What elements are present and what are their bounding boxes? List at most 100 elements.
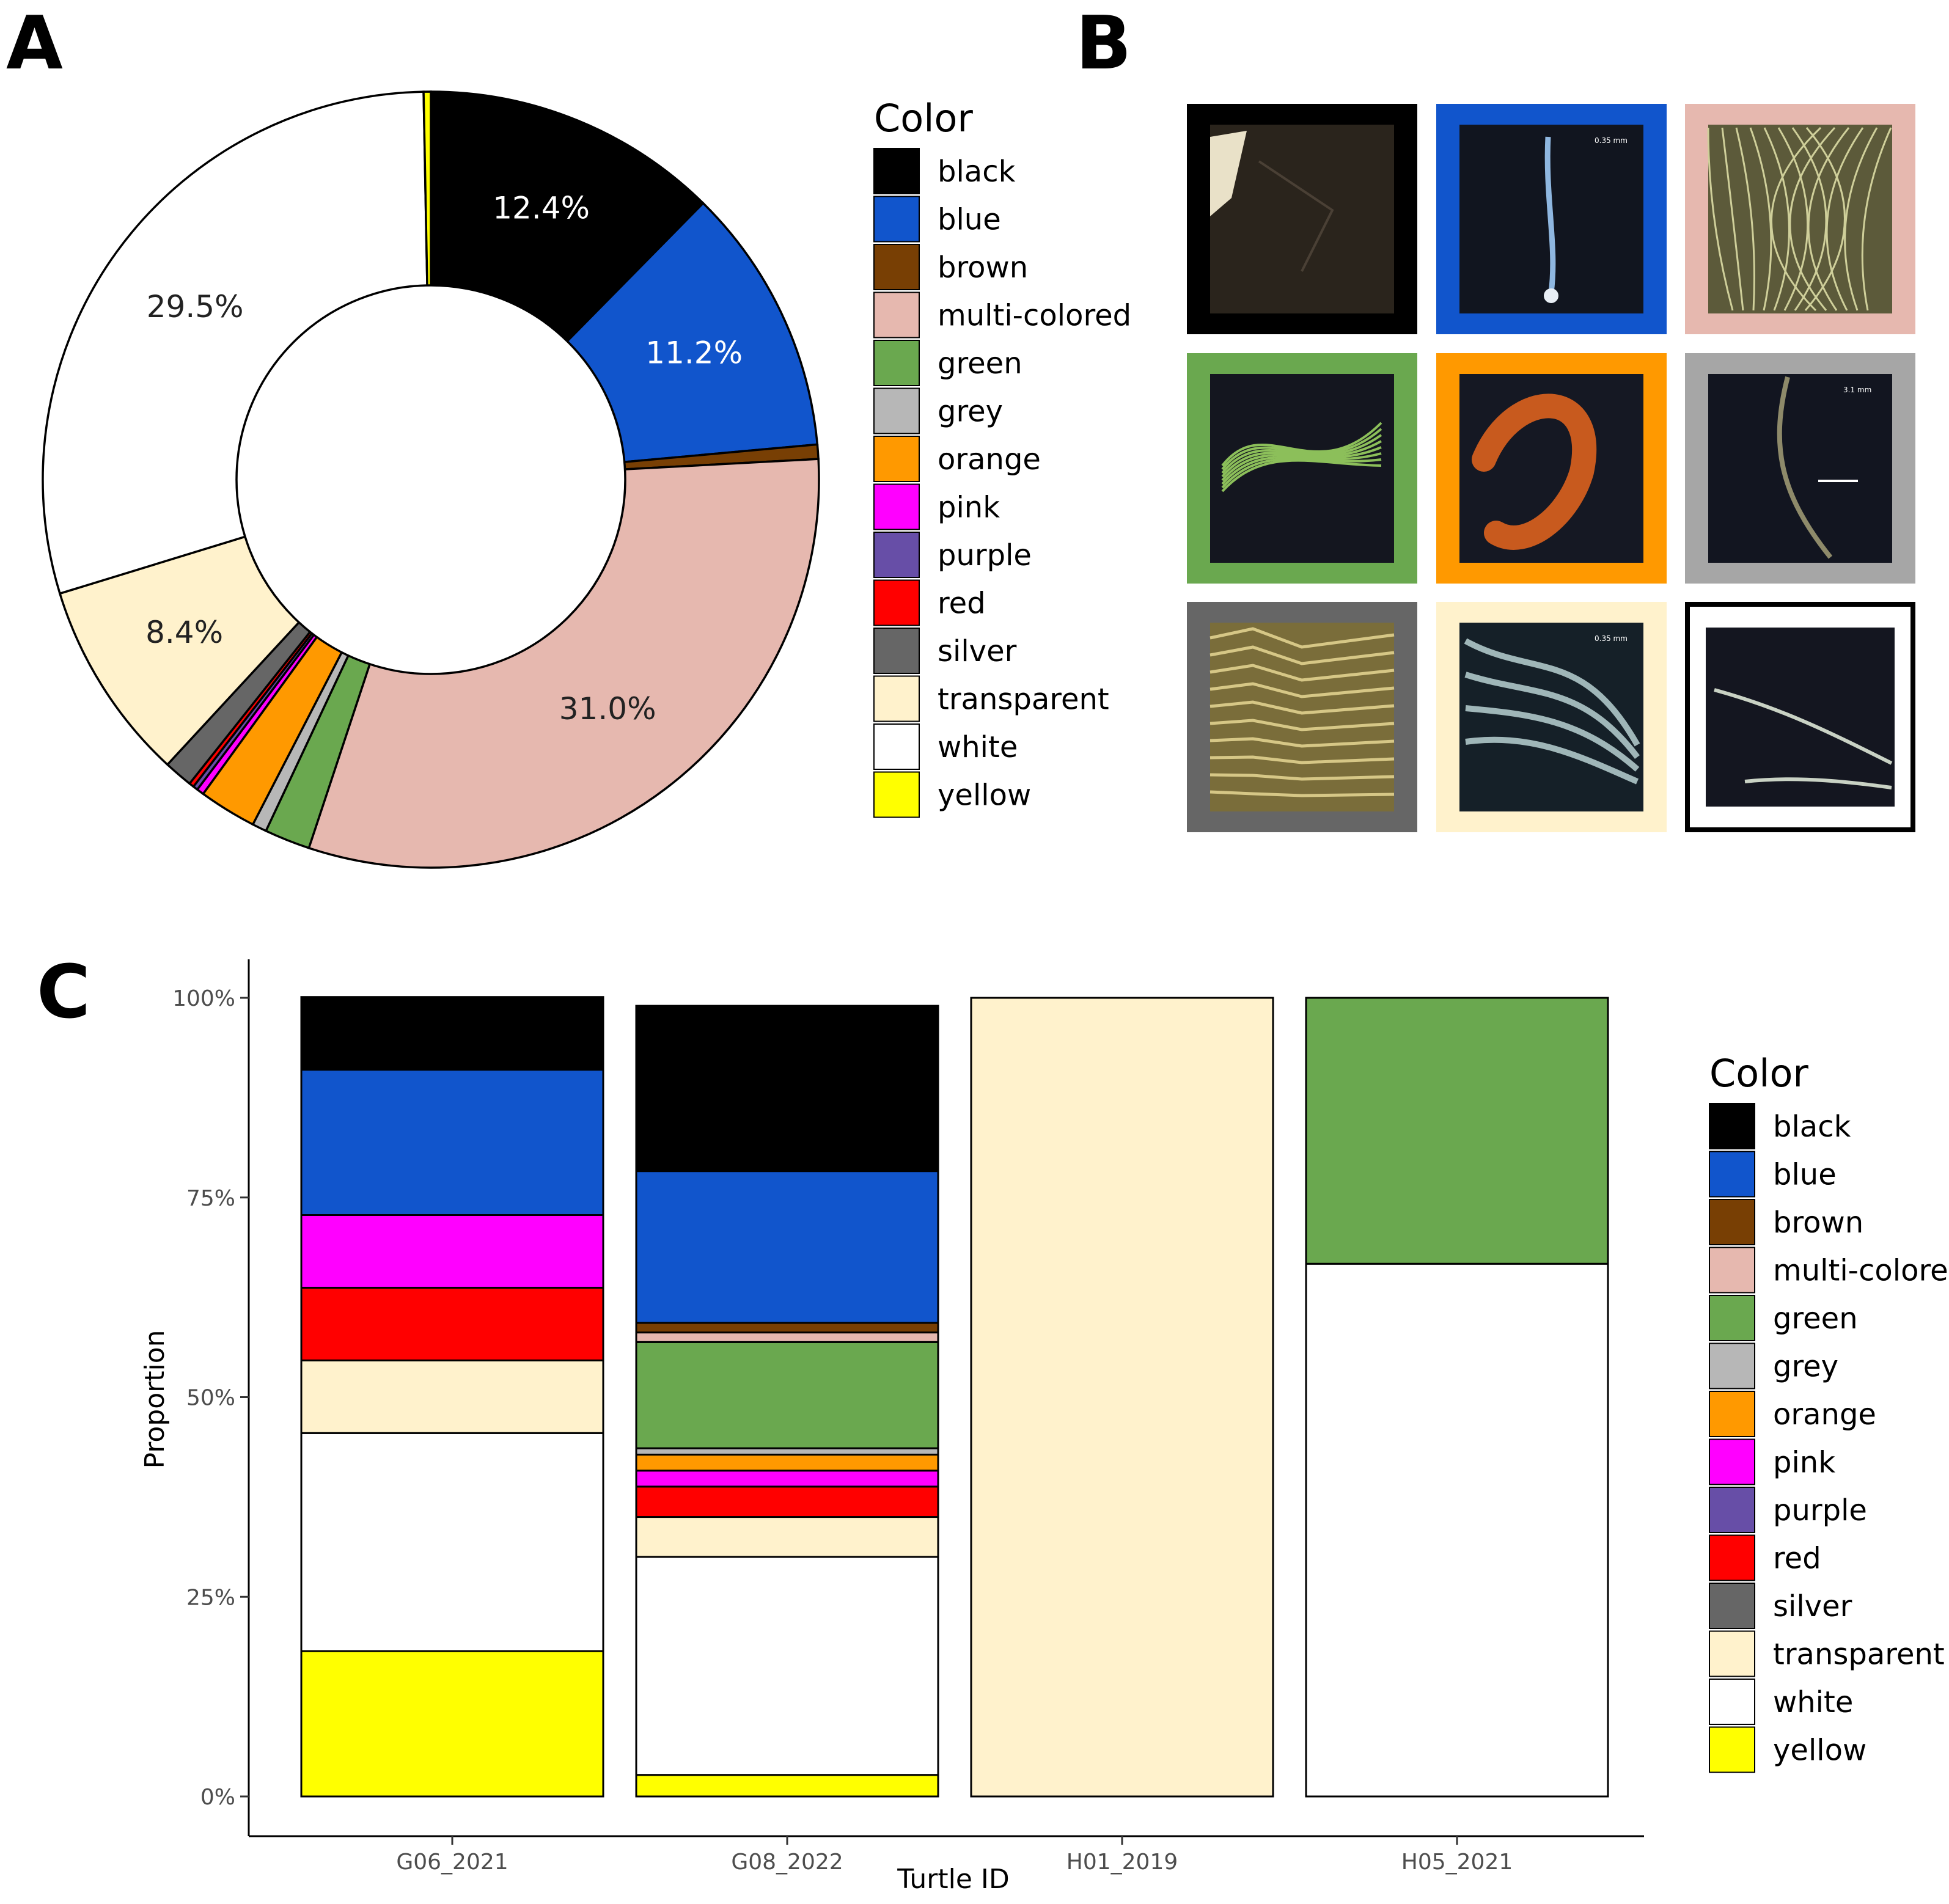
legend-key-orange [1709, 1391, 1755, 1437]
legend-label-pink: pink [1773, 1446, 1835, 1480]
y-axis-title: Proportion [139, 1330, 171, 1468]
legend-title: Color [874, 96, 973, 141]
photo-detail [1209, 682, 1395, 698]
legend-label-orange: orange [938, 442, 1041, 477]
photo-detail [1221, 452, 1382, 485]
legend-label-silver: silver [1773, 1589, 1852, 1624]
legend-key-multi-colored [1709, 1247, 1755, 1294]
donut-label-white: 29.5% [147, 289, 244, 324]
photo-detail [1209, 700, 1395, 715]
legend-key-pink [1709, 1438, 1755, 1485]
legend-label-red: red [1773, 1542, 1821, 1576]
legend-label-green: green [938, 346, 1022, 381]
bar-segment-G06_2021-white [300, 1432, 604, 1652]
photo-detail [1721, 127, 1744, 311]
photo-detail [1861, 127, 1892, 311]
legend-key-transparent [873, 675, 920, 722]
legend-key-purple [1709, 1487, 1755, 1533]
legend-key-brown [1709, 1199, 1755, 1245]
legend-key-grey [873, 387, 920, 434]
legend-label-yellow: yellow [1773, 1734, 1866, 1768]
donut-label-multi-colored: 31.0% [559, 691, 656, 727]
photo-detail [1544, 136, 1556, 293]
bar-segment-G08_2022-black [635, 1005, 939, 1173]
legend-key-white [873, 723, 920, 770]
bar-segment-H05_2021-green [1305, 997, 1609, 1265]
bar-segment-G08_2022-orange [635, 1454, 939, 1472]
legend-label-brown: brown [938, 251, 1028, 285]
photo-image-multi-colored [1708, 125, 1892, 313]
legend-label-transparent: transparent [938, 683, 1109, 717]
bar-segment-G06_2021-black [300, 996, 604, 1071]
bar-segment-G06_2021-yellow [300, 1650, 604, 1798]
photo-detail [1221, 422, 1382, 467]
photo-black [1187, 104, 1417, 334]
photo-detail [1744, 777, 1892, 789]
photo-detail [1464, 672, 1640, 760]
photo-detail [1826, 127, 1864, 311]
legend-label-pink: pink [938, 491, 1000, 525]
panel-c-letter: C [37, 950, 90, 1035]
bar-segment-G08_2022-white [635, 1556, 939, 1776]
bar-segment-G08_2022-blue [635, 1170, 939, 1324]
legend-key-yellow [1709, 1726, 1755, 1773]
legend-key-purple [873, 532, 920, 578]
y-tick-label: 0% [200, 1785, 235, 1810]
stacked-bar-chart [300, 996, 1609, 1798]
legend-key-multi-colored [873, 291, 920, 339]
photo-detail [1807, 127, 1850, 311]
photo-detail [1221, 434, 1382, 474]
legend-key-brown [873, 244, 920, 290]
photo-detail [1209, 719, 1395, 731]
photo-detail [1221, 459, 1382, 492]
legend-label-multi-colored: multi-colored [1773, 1254, 1949, 1288]
photo-detail [1714, 688, 1893, 765]
legend-key-green [873, 340, 920, 386]
donut-label-blue: 11.2% [645, 335, 743, 371]
bar-segment-G08_2022-multi-colored [635, 1331, 939, 1343]
legend-label-green: green [1773, 1302, 1858, 1336]
bar-segment-G08_2022-red [635, 1485, 939, 1518]
photo-detail [1210, 131, 1247, 216]
legend-label-red: red [938, 587, 986, 621]
legend-key-blue [1709, 1151, 1755, 1198]
legend-label-transparent: transparent [1773, 1638, 1945, 1672]
photo-multi-colored [1685, 104, 1915, 334]
legend-label-white: white [938, 730, 1018, 764]
photo-detail [1707, 127, 1734, 311]
photo-detail [1209, 755, 1395, 764]
photo-detail [1209, 737, 1395, 748]
x-tick-label-H05_2021: H05_2021 [1401, 1850, 1513, 1875]
photo-detail [1544, 288, 1558, 303]
bar-axes: 0% 25% 50% 75% 100% G06_2021 G08_2022 H01_2019 H… [172, 959, 1644, 1875]
photo-detail [1735, 127, 1755, 311]
bar-segment-H01_2019-transparent [970, 997, 1274, 1798]
photo-detail [1209, 773, 1395, 781]
bar-segment-G08_2022-brown [635, 1322, 939, 1334]
photo-detail [1465, 705, 1640, 772]
donut-labels: 12.4% 11.2% 31.0% 8.4% 29.5% [145, 191, 743, 727]
legend-key-pink [873, 483, 920, 530]
photo-detail [1465, 736, 1639, 785]
bar-segment-G08_2022-green [635, 1341, 939, 1449]
legend-key-transparent [1709, 1630, 1755, 1677]
photo-detail [1209, 790, 1395, 797]
legend-key-blue [873, 196, 920, 243]
legend-label-grey: grey [1773, 1350, 1838, 1384]
bar-segment-H05_2021-white [1305, 1262, 1609, 1798]
donut-label-transparent: 8.4% [145, 615, 223, 650]
photo-scale-text: 0.35 mm [1595, 136, 1628, 145]
legend-key-silver [1709, 1583, 1755, 1629]
x-tick-label-H01_2019: H01_2019 [1066, 1850, 1178, 1875]
photo-transparent: 0.35 mm [1436, 602, 1667, 832]
photo-grey: 3.1 mm [1685, 353, 1915, 584]
bar-segment-G06_2021-blue [300, 1069, 604, 1217]
legend-label-orange: orange [1773, 1397, 1876, 1432]
y-tick-label: 75% [186, 1186, 235, 1211]
photo-detail [1209, 664, 1395, 682]
photo-image-grey [1708, 374, 1892, 563]
legend-label-silver: silver [938, 634, 1017, 668]
legend-key-red [1709, 1534, 1755, 1581]
legend-label-purple: purple [1773, 1493, 1867, 1528]
